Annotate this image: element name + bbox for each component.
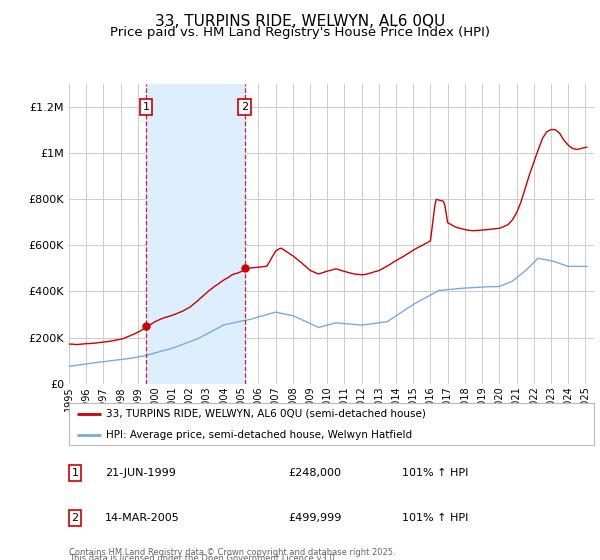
Text: 101% ↑ HPI: 101% ↑ HPI xyxy=(402,513,469,523)
Text: This data is licensed under the Open Government Licence v3.0.: This data is licensed under the Open Gov… xyxy=(69,554,337,560)
Text: 2: 2 xyxy=(71,513,79,523)
Text: Contains HM Land Registry data © Crown copyright and database right 2025.: Contains HM Land Registry data © Crown c… xyxy=(69,548,395,557)
Text: 1: 1 xyxy=(142,102,149,112)
Text: 33, TURPINS RIDE, WELWYN, AL6 0QU: 33, TURPINS RIDE, WELWYN, AL6 0QU xyxy=(155,14,445,29)
Text: Price paid vs. HM Land Registry's House Price Index (HPI): Price paid vs. HM Land Registry's House … xyxy=(110,26,490,39)
Text: 14-MAR-2005: 14-MAR-2005 xyxy=(105,513,180,523)
Text: 33, TURPINS RIDE, WELWYN, AL6 0QU (semi-detached house): 33, TURPINS RIDE, WELWYN, AL6 0QU (semi-… xyxy=(106,409,425,419)
Text: £248,000: £248,000 xyxy=(288,468,341,478)
Text: 21-JUN-1999: 21-JUN-1999 xyxy=(105,468,176,478)
Text: HPI: Average price, semi-detached house, Welwyn Hatfield: HPI: Average price, semi-detached house,… xyxy=(106,430,412,440)
Text: 101% ↑ HPI: 101% ↑ HPI xyxy=(402,468,469,478)
Bar xyxy=(146,84,245,384)
Text: 1: 1 xyxy=(71,468,79,478)
Text: £499,999: £499,999 xyxy=(288,513,341,523)
Text: 2: 2 xyxy=(241,102,248,112)
